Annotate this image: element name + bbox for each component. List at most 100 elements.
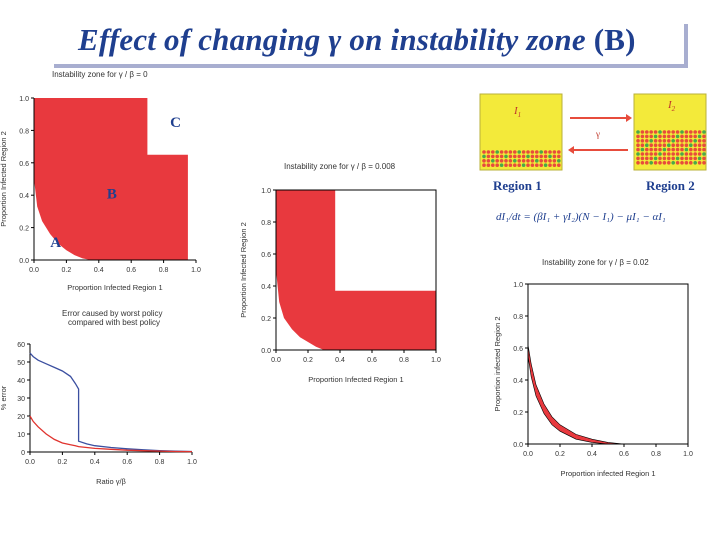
x-tick-label: 0.2 — [58, 459, 68, 466]
y-tick-label: 0.0 — [261, 348, 271, 355]
region-2-dots — [636, 130, 706, 165]
population-dot — [662, 134, 667, 139]
panel-c-caption: Instability zone for γ / β = 0.02 — [542, 258, 649, 267]
x-tick-label: 0.2 — [555, 451, 565, 458]
population-dot — [535, 163, 539, 167]
population-dot — [671, 152, 675, 156]
population-dot — [680, 134, 684, 139]
population-dot — [499, 159, 504, 163]
population-dot — [658, 147, 662, 152]
x-tick-label: 1.0 — [431, 357, 441, 364]
y-tick-label: 0.2 — [261, 316, 271, 323]
title-right-rule — [684, 24, 688, 68]
population-dot — [517, 154, 521, 159]
population-dot — [671, 139, 675, 143]
population-dot — [667, 147, 671, 152]
population-dot — [702, 161, 706, 165]
population-dot — [486, 159, 491, 163]
y-tick-label: 0.6 — [19, 161, 29, 168]
population-dot — [640, 134, 645, 139]
population-dot — [680, 147, 684, 152]
population-dot — [649, 156, 653, 161]
x-tick-label: 1.0 — [187, 459, 197, 466]
population-dot — [653, 130, 658, 134]
population-dot — [557, 154, 561, 159]
population-dot — [636, 139, 640, 143]
x-tick-label: 0.6 — [126, 267, 136, 274]
population-dot — [543, 163, 548, 167]
y-tick-label: 0.0 — [19, 258, 29, 265]
population-dot — [526, 159, 530, 163]
population-dot — [649, 143, 653, 147]
error-chart: 0.0 0.2 0.4 0.6 0.8 1.0 0 10 20 30 40 50 60 Ratio γ/β… — [0, 342, 197, 486]
arrow-gamma: γ — [595, 129, 600, 139]
population-dot — [645, 147, 649, 152]
title-middle: on instability zone — [341, 22, 594, 57]
population-dot — [697, 130, 702, 134]
population-dot — [482, 150, 486, 154]
x-tick-label: 0.0 — [271, 357, 281, 364]
y-tick-label: 50 — [17, 360, 25, 367]
population-dot — [645, 161, 649, 165]
x-tick-label: 0.6 — [619, 451, 629, 458]
population-dot — [684, 152, 689, 156]
region-1-label: Region 1 — [493, 178, 542, 193]
population-dot — [693, 161, 697, 165]
population-dot — [662, 147, 667, 152]
population-dot — [697, 139, 702, 143]
population-dot — [693, 147, 697, 152]
population-dot — [640, 143, 645, 147]
population-dot — [530, 154, 535, 159]
panel-b-chart: 0.0 0.2 0.4 0.6 0.8 1.0 0.0 0.2 0.4 0.6 0.8 1.0 Prop… — [239, 188, 441, 384]
x-tick-label: 0.2 — [303, 357, 313, 364]
x-tick-label: 0.4 — [335, 357, 345, 364]
population-dot — [649, 130, 653, 134]
population-dot — [636, 147, 640, 152]
population-dot — [689, 161, 693, 165]
y-tick-label: 0.2 — [513, 410, 523, 417]
population-dot — [552, 154, 557, 159]
population-dot — [508, 159, 513, 163]
region-1-box — [479, 93, 563, 171]
y-tick-label: 0.8 — [19, 128, 29, 135]
population-dot — [640, 130, 645, 134]
population-dot — [667, 139, 671, 143]
y-tick-label: 0.2 — [19, 226, 29, 233]
population-dot — [636, 143, 640, 147]
population-dot — [667, 152, 671, 156]
population-dot — [499, 154, 504, 159]
arrow-left-head — [568, 146, 574, 154]
y-tick-label: 0 — [21, 450, 25, 457]
instability-zone — [34, 98, 188, 260]
population-dot — [486, 154, 491, 159]
equation: dI₁/dt = (βI₁ + γI₂)(N − I₁) − μI₁ − αI₁ — [496, 211, 666, 223]
population-dot — [636, 152, 640, 156]
population-dot — [680, 130, 684, 134]
population-dot — [548, 159, 552, 163]
region-label-b: B — [107, 186, 117, 202]
population-dot — [667, 134, 671, 139]
population-dot — [702, 134, 706, 139]
population-dot — [653, 143, 658, 147]
population-dot — [689, 130, 693, 134]
population-dot — [680, 139, 684, 143]
population-dot — [552, 150, 557, 154]
population-dot — [667, 143, 671, 147]
y-tick-label: 0.8 — [513, 314, 523, 321]
y-tick-label: 20 — [17, 414, 25, 421]
population-dot — [667, 130, 671, 134]
x-tick-label: 0.2 — [62, 267, 72, 274]
population-dot — [662, 139, 667, 143]
population-dot — [482, 163, 486, 167]
panel-c-chart: 0.0 0.2 0.4 0.6 0.8 1.0 0.0 0.2 0.4 0.6 0.8 1.0 Prop… — [493, 282, 693, 478]
y-axis-title: % error — [0, 385, 8, 410]
population-dot — [526, 150, 530, 154]
population-dot — [491, 154, 495, 159]
population-dot — [508, 163, 513, 167]
population-dot — [693, 130, 697, 134]
population-dot — [684, 130, 689, 134]
population-dot — [640, 147, 645, 152]
population-dot — [680, 152, 684, 156]
population-dot — [653, 139, 658, 143]
population-dot — [675, 147, 680, 152]
